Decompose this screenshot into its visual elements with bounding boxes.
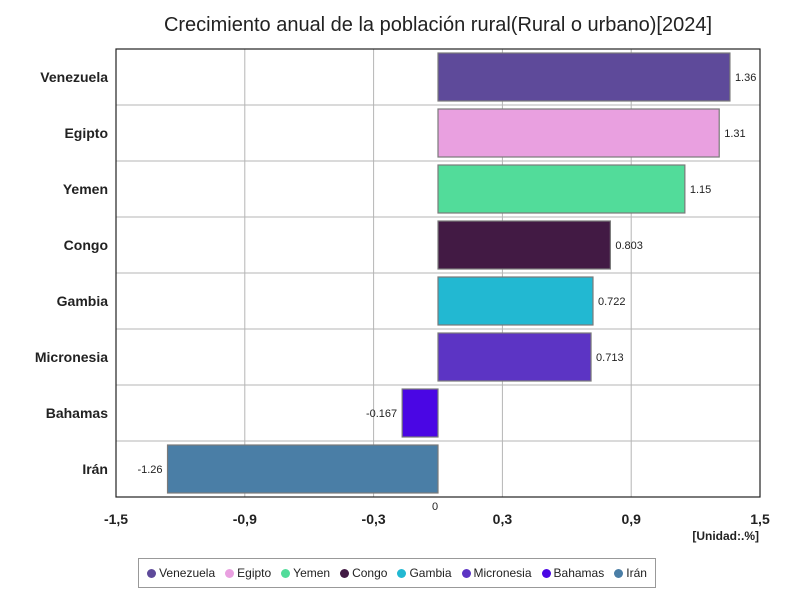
legend-item[interactable]: Yemen — [281, 566, 330, 580]
data-label: 1.36 — [735, 72, 756, 84]
data-label: -1.26 — [137, 464, 162, 476]
category-label: Venezuela — [40, 69, 108, 85]
x-tick-label: 0,3 — [493, 511, 513, 527]
data-label: 1.31 — [724, 128, 745, 140]
x-tick-label: -0,3 — [362, 511, 386, 527]
data-label: 0.713 — [596, 352, 624, 364]
unit-label: [Unidad:.%] — [692, 529, 759, 543]
bars-layer — [166, 52, 731, 494]
labels-layer: -1,5 -0,9 -0,3 0,3 0,9 1,5 0 1.36 Venezuela 1.31 E… — [35, 69, 770, 527]
legend-swatch-icon — [461, 568, 471, 578]
legend-label: Bahamas — [553, 566, 605, 580]
legend-item[interactable]: Gambia — [397, 566, 452, 580]
data-label: -0.167 — [366, 408, 397, 420]
x-tick-label: 0,9 — [621, 511, 641, 527]
bar-4 — [437, 276, 594, 326]
legend-swatch-icon — [340, 568, 350, 578]
x-tick-label: -0,9 — [233, 511, 257, 527]
bar-3 — [437, 220, 611, 270]
legend-swatch-icon — [225, 568, 235, 578]
legend-item[interactable]: Congo — [340, 566, 387, 580]
data-label: 1.15 — [690, 184, 711, 196]
bar-5 — [437, 332, 592, 382]
zero-label: 0 — [432, 501, 438, 513]
legend-item[interactable]: Bahamas — [541, 566, 605, 580]
category-label: Bahamas — [46, 405, 108, 421]
category-label: Gambia — [57, 293, 109, 309]
legend-item[interactable]: Irán — [614, 566, 647, 580]
chart-title: Crecimiento anual de la población rural(… — [163, 14, 713, 36]
category-label: Yemen — [63, 181, 108, 197]
legend-swatch-icon — [147, 568, 157, 578]
category-label: Irán — [82, 461, 108, 477]
category-label: Egipto — [64, 125, 108, 141]
legend-label: Venezuela — [159, 566, 216, 580]
legend-swatch-icon — [614, 568, 624, 578]
data-label: 0.722 — [598, 296, 626, 308]
legend-label: Micronesia — [473, 566, 532, 580]
legend-item[interactable]: Venezuela — [147, 566, 215, 580]
legend-swatch-icon — [397, 568, 407, 578]
bar-7 — [166, 444, 439, 494]
bar-1 — [437, 108, 720, 158]
category-label: Micronesia — [35, 349, 108, 365]
legend-swatch-icon — [541, 568, 551, 578]
plot-frame — [115, 48, 761, 498]
legend-label: Yemen — [293, 566, 331, 580]
legend-label: Congo — [352, 566, 388, 580]
x-tick-label: -1,5 — [104, 511, 128, 527]
category-label: Congo — [64, 237, 108, 253]
legend-label: Irán — [626, 566, 647, 580]
bar-6 — [401, 388, 439, 438]
legend-swatch-icon — [281, 568, 291, 578]
legend: Venezuela Egipto Yemen Congo Gambia Micronesi… — [138, 558, 656, 588]
grid-layer — [116, 49, 760, 497]
data-label: 0.803 — [615, 240, 643, 252]
bar-2 — [437, 164, 686, 214]
legend-label: Egipto — [237, 566, 272, 580]
legend-item[interactable]: Egipto — [225, 566, 271, 580]
legend-item[interactable]: Micronesia — [461, 566, 532, 580]
bar-0 — [437, 52, 731, 102]
legend-label: Gambia — [409, 566, 452, 580]
x-tick-label: 1,5 — [750, 511, 770, 527]
